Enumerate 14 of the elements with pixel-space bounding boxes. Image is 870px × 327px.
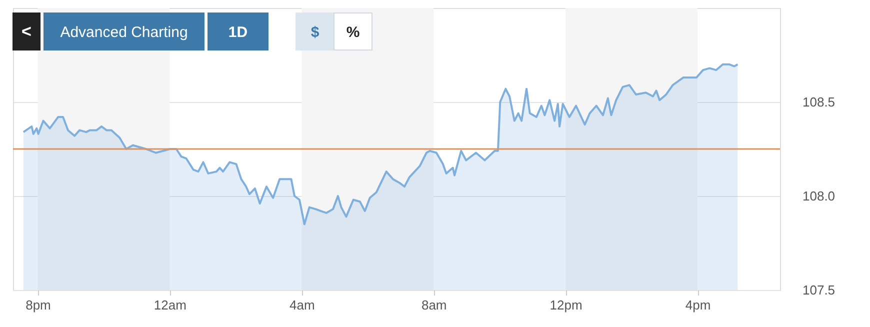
x-tick-label: 4pm [685, 298, 711, 312]
y-tick-label: 107.5 [802, 282, 836, 298]
annotation: $ [310, 24, 320, 41]
annotation: < [22, 22, 32, 41]
x-tick-label: 8am [421, 298, 447, 312]
x-tick-label: 12am [154, 298, 186, 312]
annotation: Advanced Charting [60, 24, 188, 41]
annotation: % [346, 24, 360, 41]
y-tick-label: 108.5 [802, 94, 836, 110]
x-tick-label: 8pm [26, 298, 51, 312]
annotation: 1D [228, 24, 248, 41]
x-tick-label: 12pm [550, 298, 582, 312]
y-tick-label: 108.0 [802, 188, 836, 204]
x-tick-label: 4am [290, 298, 315, 312]
